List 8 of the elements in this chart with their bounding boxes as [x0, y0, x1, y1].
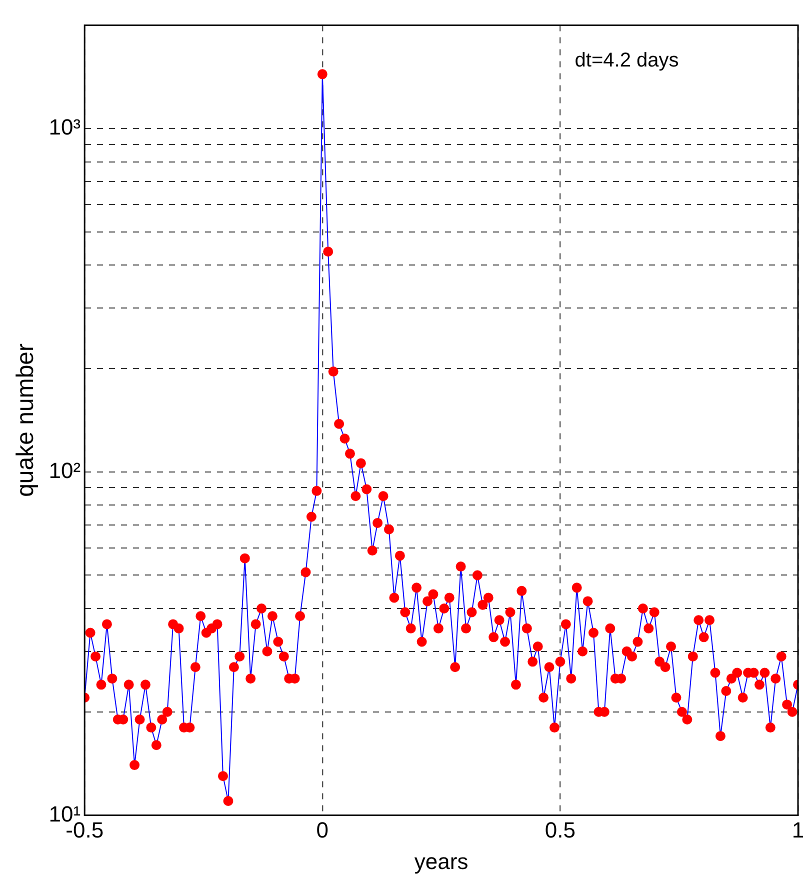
x-tick-label: 1: [792, 817, 804, 842]
x-tick-label: 0.5: [544, 817, 576, 842]
y-tick-label: 10³: [48, 114, 81, 140]
annotation: dt=4.2 days: [574, 50, 679, 72]
x-tick-label: 0: [316, 817, 329, 842]
y-axis-title: quake number: [12, 343, 40, 497]
y-tick-label: 10²: [48, 458, 81, 483]
x-axis-title: years: [414, 848, 468, 874]
